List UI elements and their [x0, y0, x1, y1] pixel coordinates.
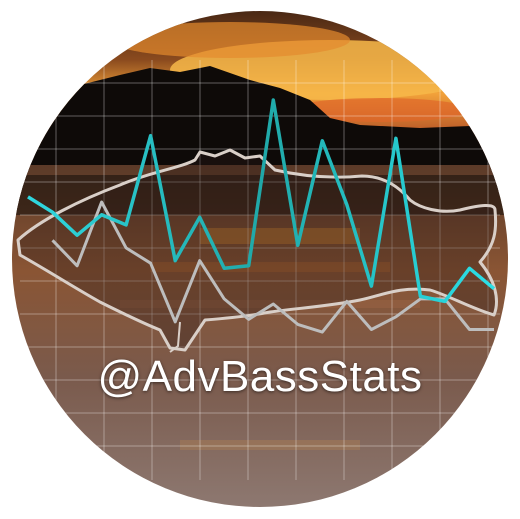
- account-handle: @AdvBassStats: [97, 352, 423, 401]
- series-line-secondary: [51, 200, 494, 334]
- series-line-primary: [27, 98, 496, 304]
- bass-fish-icon: [16, 148, 498, 352]
